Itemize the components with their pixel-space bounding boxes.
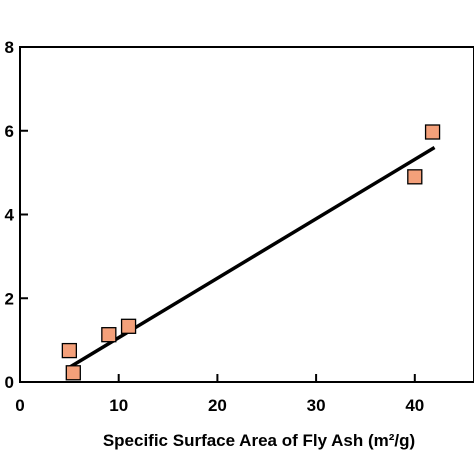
data-point — [65, 365, 81, 381]
data-points — [61, 124, 441, 381]
y-tick-label: 8 — [5, 38, 14, 57]
x-tick-label: 30 — [307, 396, 326, 415]
y-tick-label: 6 — [5, 122, 14, 141]
x-tick-label: 10 — [109, 396, 128, 415]
plot-area — [19, 46, 474, 383]
data-point — [61, 342, 77, 359]
x-tick-label: 40 — [405, 396, 424, 415]
data-point — [407, 169, 423, 185]
y-tick-label: 2 — [5, 289, 14, 308]
x-tick-label: 0 — [15, 396, 24, 415]
x-axis-ticks: 0 10 20 30 40 — [15, 374, 424, 415]
y-axis-ticks: 0 2 4 6 8 — [5, 38, 28, 392]
data-point — [120, 318, 137, 334]
y-tick-label: 4 — [5, 206, 15, 225]
data-point — [101, 327, 117, 343]
y-tick-label: 0 — [5, 373, 14, 392]
fit-line — [68, 146, 436, 369]
data-point — [424, 124, 441, 140]
x-axis-title: Specific Surface Area of Fly Ash (m²/g) — [103, 431, 415, 450]
x-tick-label: 20 — [208, 396, 227, 415]
